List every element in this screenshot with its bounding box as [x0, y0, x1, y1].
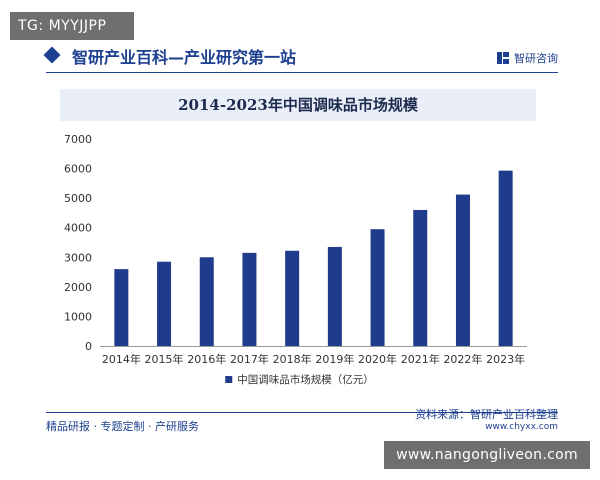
legend-swatch [225, 376, 233, 383]
legend-label: 中国调味品市场规模（亿元） [237, 373, 374, 386]
x-tick-label: 2021年 [401, 352, 440, 366]
legend: 中国调味品市场规模（亿元） [225, 373, 374, 386]
y-tick-label: 1000 [64, 310, 92, 323]
y-tick-label: 2000 [64, 281, 92, 294]
bar [413, 209, 428, 346]
tg-watermark-tag: TG: MYYJJPP [10, 12, 134, 40]
bar [114, 269, 129, 346]
y-tick-label: 0 [85, 340, 92, 353]
bar [199, 257, 214, 346]
data-source: 资料来源：智研产业百科整理 [415, 408, 558, 421]
x-tick-label: 2020年 [358, 352, 397, 366]
x-tick-label: 2015年 [145, 352, 184, 366]
bar [242, 252, 257, 346]
bars [114, 170, 513, 346]
x-tick-label: 2016年 [187, 352, 226, 366]
site-watermark: www.nangongliveon.com [384, 441, 590, 469]
y-tick-label: 7000 [64, 133, 92, 146]
x-tick-label: 2014年 [102, 352, 141, 366]
x-tick-label: 2022年 [443, 352, 482, 366]
y-axis: 0 1000 2000 3000 4000 5000 6000 7000 [64, 133, 92, 353]
brand: 智研咨询 [496, 50, 558, 66]
bar [498, 170, 513, 346]
x-tick-label: 2019年 [315, 352, 354, 366]
bar [157, 261, 172, 346]
x-tick-label: 2018年 [273, 352, 312, 366]
y-tick-label: 5000 [64, 192, 92, 205]
x-axis: 2014年 2015年 2016年 2017年 2018年 2019年 2020年 2021年… [100, 346, 527, 366]
y-tick-label: 4000 [64, 222, 92, 235]
chart-title: 2014-2023年中国调味品市场规模 [60, 89, 536, 121]
header-divider [46, 72, 558, 73]
bar [327, 246, 342, 346]
brand-name: 智研咨询 [514, 52, 558, 65]
footer-divider [46, 412, 558, 413]
bar-chart: 0 1000 2000 3000 4000 5000 6000 7000 2014年 2015年… [64, 133, 527, 386]
bar [370, 229, 385, 346]
brand-logo-icon [497, 52, 509, 64]
bar [285, 250, 300, 346]
x-tick-label: 2023年 [486, 352, 525, 366]
y-tick-label: 6000 [64, 163, 92, 176]
bar [455, 194, 470, 346]
x-tick-label: 2017年 [230, 352, 269, 366]
source-url: www.chyxx.com [485, 422, 558, 432]
header-title: 智研产业百科—产业研究第一站 [72, 48, 297, 67]
y-tick-label: 3000 [64, 251, 92, 264]
footer-services: 精品研报 · 专题定制 · 产研服务 [46, 420, 199, 433]
